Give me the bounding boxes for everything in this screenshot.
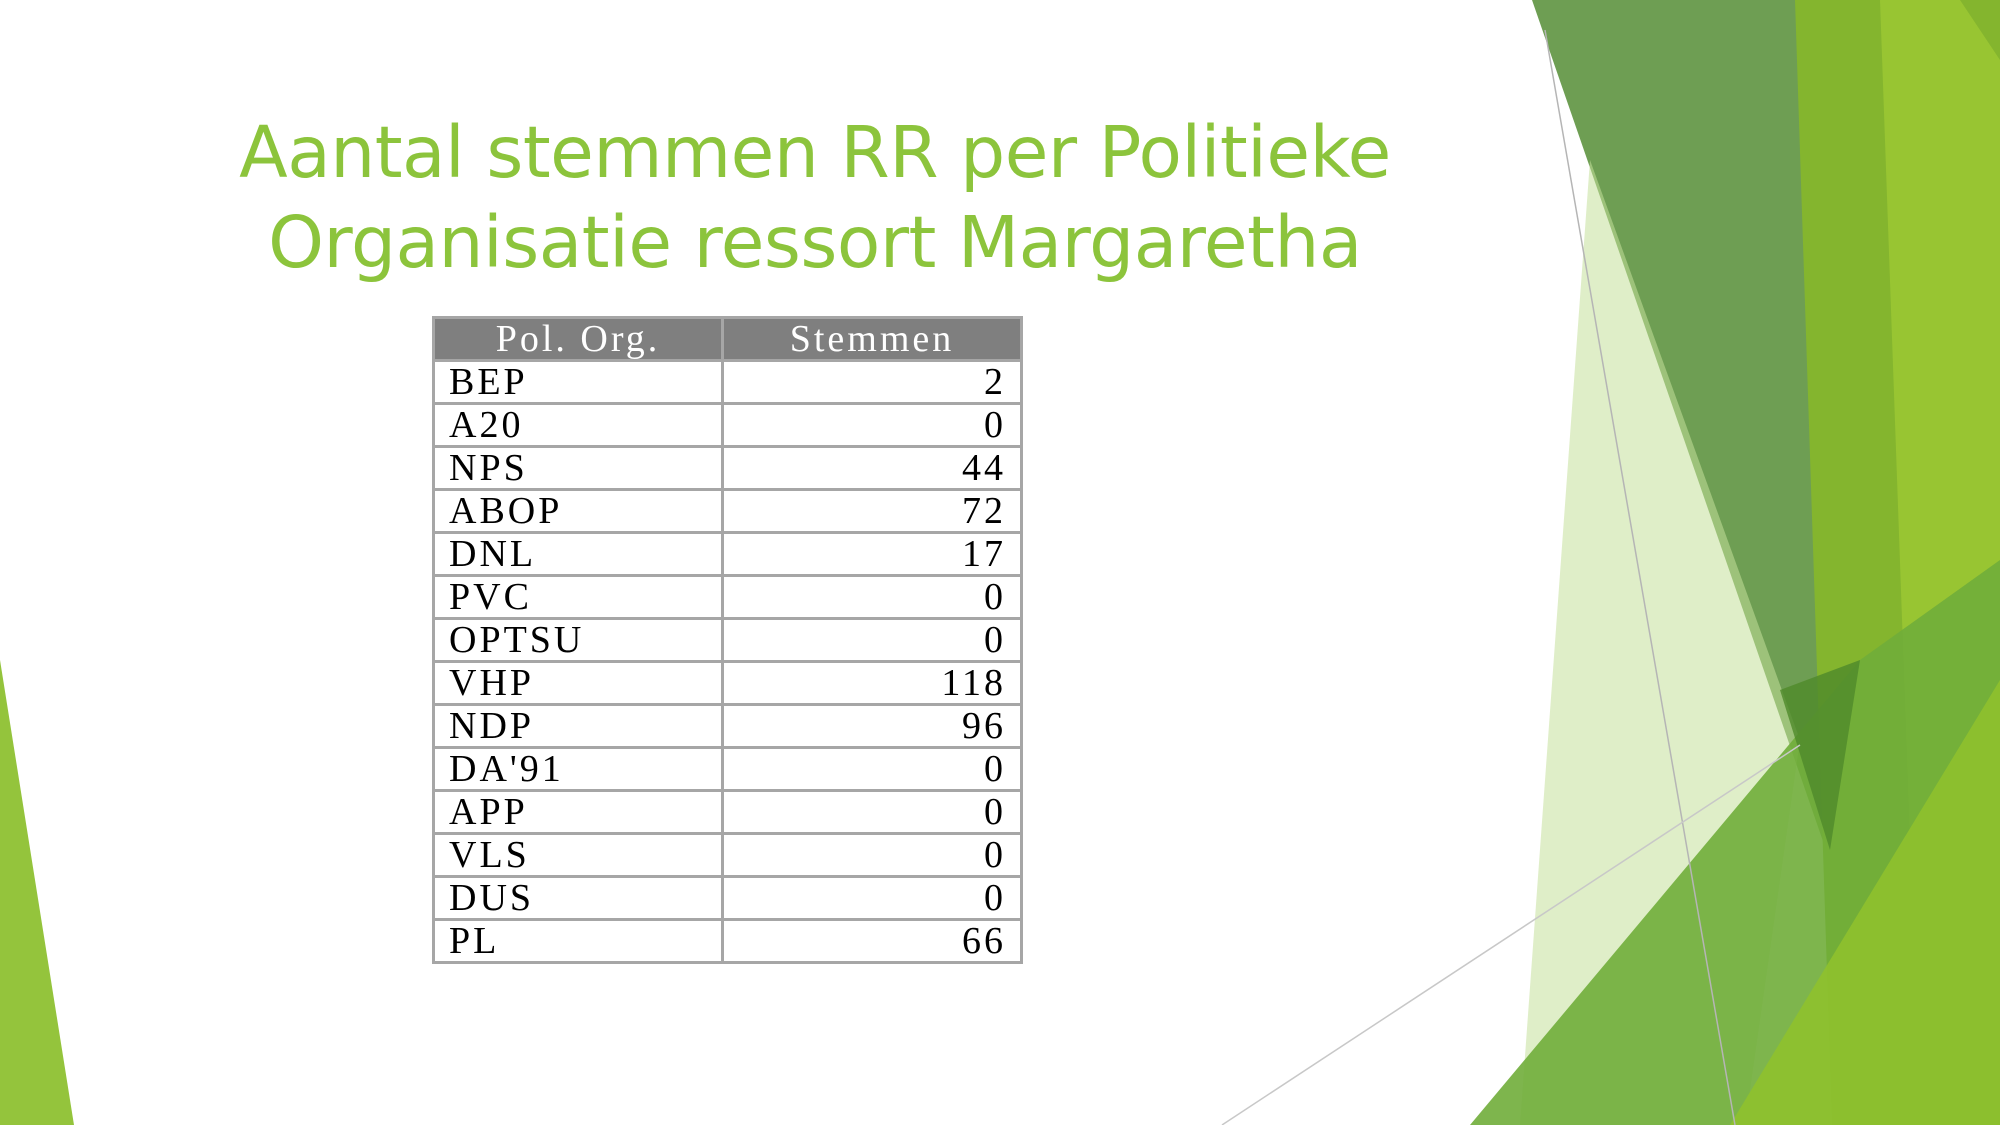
table-row: VLS 0 xyxy=(432,832,1023,878)
party-name: NDP xyxy=(432,703,724,749)
header-stemmen: Stemmen xyxy=(721,316,1023,362)
table-row: VHP 118 xyxy=(432,660,1023,706)
votes-table: Pol. Org. Stemmen BEP 2 A20 0 NPS 44 ABOP 72… xyxy=(432,316,1023,964)
slide-title: Aantal stemmen RR per Politieke Organisa… xyxy=(160,108,1470,288)
vote-count: 17 xyxy=(721,531,1023,577)
table-row: NPS 44 xyxy=(432,445,1023,491)
right-facet-deep xyxy=(1780,660,1860,850)
party-name: OPTSU xyxy=(432,617,724,663)
party-name: DA'91 xyxy=(432,746,724,792)
party-name: APP xyxy=(432,789,724,835)
vote-count: 0 xyxy=(721,402,1023,448)
table-row: APP 0 xyxy=(432,789,1023,835)
vote-count: 2 xyxy=(721,359,1023,405)
party-name: BEP xyxy=(432,359,724,405)
vote-count: 0 xyxy=(721,875,1023,921)
party-name: ABOP xyxy=(432,488,724,534)
slide-title-line-1: Aantal stemmen RR per Politieke xyxy=(239,111,1391,194)
slide-title-line-2: Organisatie ressort Margaretha xyxy=(268,201,1362,284)
right-facet-dark xyxy=(1532,0,1878,850)
party-name: VHP xyxy=(432,660,724,706)
vote-count: 96 xyxy=(721,703,1023,749)
party-name: DNL xyxy=(432,531,724,577)
party-name: A20 xyxy=(432,402,724,448)
table-row: NDP 96 xyxy=(432,703,1023,749)
party-name: NPS xyxy=(432,445,724,491)
party-name: DUS xyxy=(432,875,724,921)
table-row: OPTSU 0 xyxy=(432,617,1023,663)
table-row: PL 66 xyxy=(432,918,1023,964)
right-facet-bright xyxy=(1730,680,2000,1125)
vote-count: 66 xyxy=(721,918,1023,964)
vote-count: 0 xyxy=(721,617,1023,663)
table-row: ABOP 72 xyxy=(432,488,1023,534)
left-green-wedge xyxy=(0,660,74,1125)
party-name: PVC xyxy=(432,574,724,620)
thin-line-2 xyxy=(1221,744,1801,1125)
table-row: BEP 2 xyxy=(432,359,1023,405)
vote-count: 0 xyxy=(721,789,1023,835)
table-header-row: Pol. Org. Stemmen xyxy=(432,316,1023,362)
vote-count: 118 xyxy=(721,660,1023,706)
table-row: DA'91 0 xyxy=(432,746,1023,792)
party-name: PL xyxy=(432,918,724,964)
thin-line-1 xyxy=(1544,29,1736,1125)
party-name: VLS xyxy=(432,832,724,878)
table-row: PVC 0 xyxy=(432,574,1023,620)
table-row: A20 0 xyxy=(432,402,1023,448)
vote-count: 72 xyxy=(721,488,1023,534)
vote-count: 0 xyxy=(721,746,1023,792)
table-row: DNL 17 xyxy=(432,531,1023,577)
vote-count: 0 xyxy=(721,832,1023,878)
vote-count: 0 xyxy=(721,574,1023,620)
vote-count: 44 xyxy=(721,445,1023,491)
header-pol-org: Pol. Org. xyxy=(432,316,724,362)
table-row: DUS 0 xyxy=(432,875,1023,921)
